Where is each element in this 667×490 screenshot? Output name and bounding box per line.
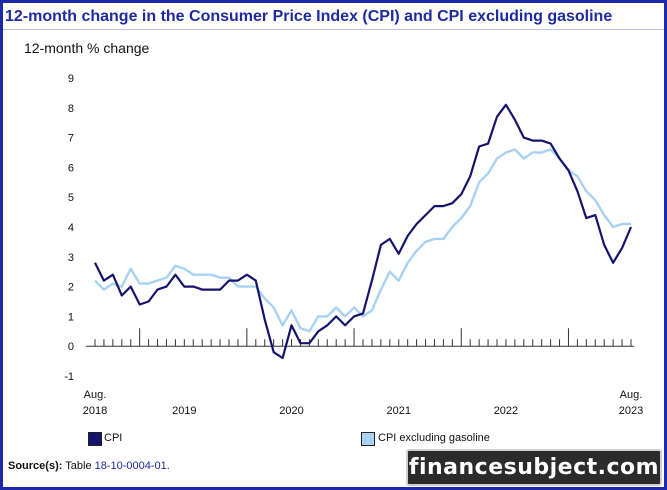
y-tick-label: 5	[68, 192, 74, 204]
legend-swatch-cpi-excl-gasoline	[361, 432, 375, 446]
y-tick-label: 0	[68, 341, 74, 353]
legend-label-cpi-excl-gasoline: CPI excluding gasoline	[378, 432, 490, 444]
series-line-cpi	[94, 103, 633, 360]
x-tick-label-year: 2019	[172, 405, 196, 417]
x-tick-label-month: Aug.	[620, 389, 643, 401]
y-tick-label: 2	[68, 282, 74, 294]
watermark-logo: financesubject.com	[406, 449, 662, 486]
y-tick-label: -1	[64, 371, 74, 383]
source-note: Source(s): Table 18-10-0004-01.	[8, 460, 170, 472]
source-text: Table	[65, 460, 92, 472]
legend-swatch-cpi	[88, 432, 102, 446]
line-chart: -1 0 1 2 3 4 5 6 7 8 9 Aug. 2018 2019 2020 2021 2022 Aug.…	[64, 73, 643, 417]
x-tick-label-year: 2022	[494, 405, 518, 417]
x-tick-label-year: 2023	[619, 405, 643, 417]
x-tick-label-year: 2020	[279, 405, 303, 417]
source-suffix: .	[166, 460, 170, 472]
chart-title: 12-month change in the Consumer Price In…	[5, 8, 613, 25]
y-tick-label: 4	[68, 222, 74, 234]
source-label: Source(s):	[8, 460, 63, 472]
x-tick-label-year: 2018	[83, 405, 107, 417]
y-tick-label: 8	[68, 103, 74, 115]
y-tick-label: 6	[68, 162, 74, 174]
x-tick-label-year: 2021	[386, 405, 410, 417]
y-tick-label: 7	[68, 133, 74, 145]
source-link[interactable]: 18-10-0004-01	[94, 460, 167, 472]
series-line-cpi-excl-gasoline	[94, 148, 631, 333]
y-tick-label: 3	[68, 252, 74, 264]
y-tick-label: 9	[68, 73, 74, 85]
title-divider	[3, 29, 664, 30]
chart-frame	[3, 3, 664, 487]
y-tick-label: 1	[68, 311, 74, 323]
y-axis-label: 12-month % change	[24, 40, 150, 56]
legend-label-cpi: CPI	[104, 432, 123, 444]
x-tick-label-month: Aug.	[84, 389, 107, 401]
